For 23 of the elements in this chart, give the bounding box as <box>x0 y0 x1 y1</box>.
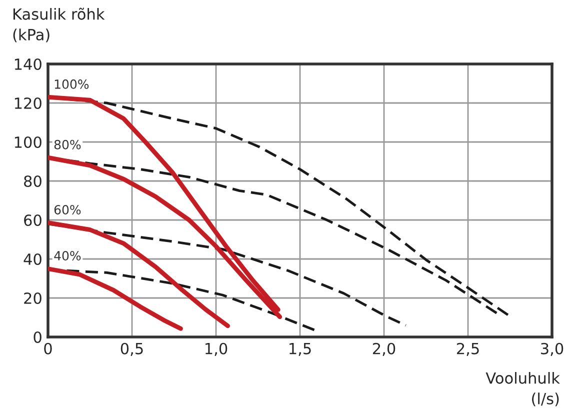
x-tick-label: 2,5 <box>456 342 479 356</box>
line-series <box>48 266 183 331</box>
y-tick-label: 140 <box>14 58 42 70</box>
series-label: 100% <box>54 79 89 89</box>
y-tick-label: 40 <box>24 253 42 266</box>
x-tick-label: 2,0 <box>372 342 396 356</box>
x-tick-label: 1,0 <box>206 342 228 356</box>
x-tick-label: 3,0 <box>541 342 564 356</box>
y-tick-label: 80 <box>24 175 42 188</box>
y-tick-label: 0 <box>34 331 42 344</box>
series-label: 40% <box>54 251 81 260</box>
line-series <box>48 220 230 328</box>
y-tick-label: 100 <box>14 136 42 148</box>
series-label: 80% <box>54 140 81 150</box>
y-axis-title: Kasulik rõhk (kPa) <box>13 8 105 42</box>
x-tick-label: 1,5 <box>290 343 311 356</box>
x-axis-title: Vooluhulk (l/s) <box>486 372 560 406</box>
x-tick-label: 0 <box>44 342 52 354</box>
x-tick-label: 0,5 <box>120 342 143 356</box>
y-tick-label: 60 <box>24 214 42 226</box>
series-label: 60% <box>54 205 81 214</box>
y-tick-label: 120 <box>14 97 42 110</box>
y-tick-label: 20 <box>24 292 42 304</box>
